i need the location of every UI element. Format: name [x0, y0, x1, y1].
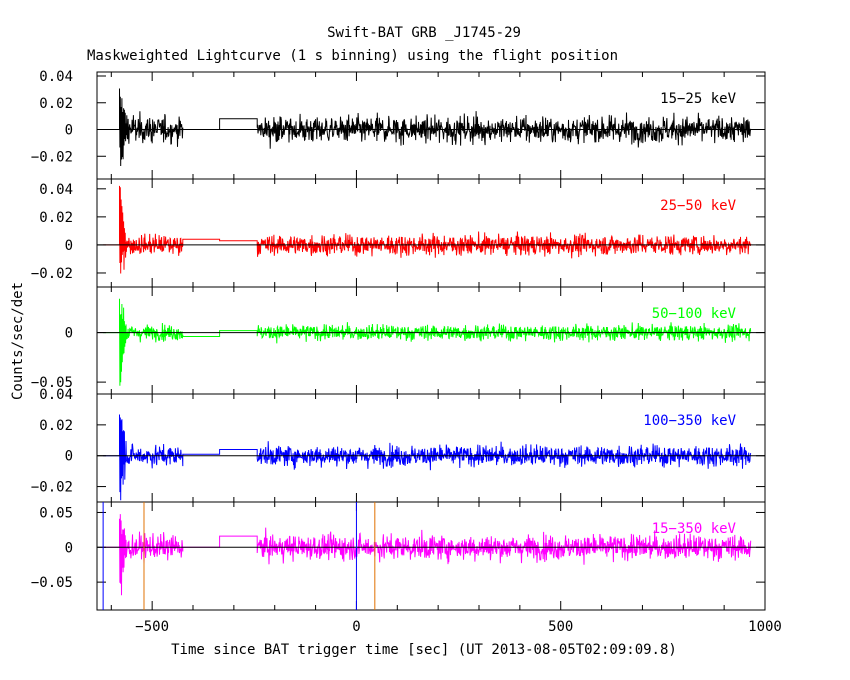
- panel-1: −0.02 0 0.02 0.04 15−25 keV: [31, 69, 766, 180]
- band-label: 25−50 keV: [660, 198, 736, 214]
- x-axis-label: Time since BAT trigger time [sec] (UT 20…: [171, 642, 677, 658]
- y-tick-label: 0: [65, 326, 73, 342]
- y-tick-label: 0: [65, 238, 73, 254]
- chart-title: Swift-BAT GRB _J1745-29: [327, 25, 521, 41]
- lightcurve-trace: [103, 88, 752, 167]
- panel-3: −0.05 0 50−100 keV: [31, 286, 766, 395]
- lightcurve-trace: [103, 298, 752, 386]
- y-tick-label: 0.05: [39, 505, 73, 521]
- y-tick-label: −0.02: [31, 480, 73, 496]
- y-axis-label: Counts/sec/det: [10, 282, 26, 400]
- panel-frame: [96, 501, 766, 611]
- panel-2: −0.02 0 0.02 0.04 25−50 keV: [31, 178, 766, 288]
- y-tick-label: 0.02: [39, 210, 73, 226]
- chart-subtitle: Maskweighted Lightcurve (1 s binning) us…: [87, 48, 618, 64]
- y-tick-label: −0.05: [31, 575, 73, 591]
- y-tick-label: 0.04: [39, 387, 73, 403]
- lightcurve-trace: [103, 414, 752, 501]
- y-tick-label: 0.04: [39, 182, 73, 198]
- panel-frame: [96, 178, 766, 288]
- y-tick-label: −0.02: [31, 266, 73, 282]
- y-tick-label: 0: [65, 449, 73, 465]
- x-tick-label: 1000: [748, 619, 782, 635]
- y-tick-label: 0: [65, 540, 73, 556]
- y-tick-label: 0.02: [39, 96, 73, 112]
- x-tick-label: −500: [135, 619, 169, 635]
- panel-4: −0.02 0 0.02 0.04 100−350 keV: [31, 387, 766, 503]
- band-label: 15−25 keV: [660, 91, 736, 107]
- band-label: 100−350 keV: [643, 413, 736, 429]
- y-tick-label: 0.04: [39, 69, 73, 85]
- x-tick-label: 0: [352, 619, 360, 635]
- band-label: 50−100 keV: [652, 306, 737, 322]
- panel-5: −0.05 0 0.05 15−350 keV: [31, 501, 766, 611]
- panel-frame: [96, 286, 766, 395]
- x-tick-label: 500: [548, 619, 573, 635]
- y-tick-label: −0.02: [31, 149, 73, 165]
- lightcurve-trace: [103, 185, 752, 274]
- y-tick-label: 0.02: [39, 418, 73, 434]
- band-label: 15−350 keV: [652, 521, 737, 537]
- y-tick-label: 0: [65, 123, 73, 139]
- y-tick-label: −0.05: [31, 375, 73, 391]
- panels-group: −0.02 0 0.02 0.04 15−25 keV −0.02 0 0.02 0.04 25−…: [31, 69, 782, 635]
